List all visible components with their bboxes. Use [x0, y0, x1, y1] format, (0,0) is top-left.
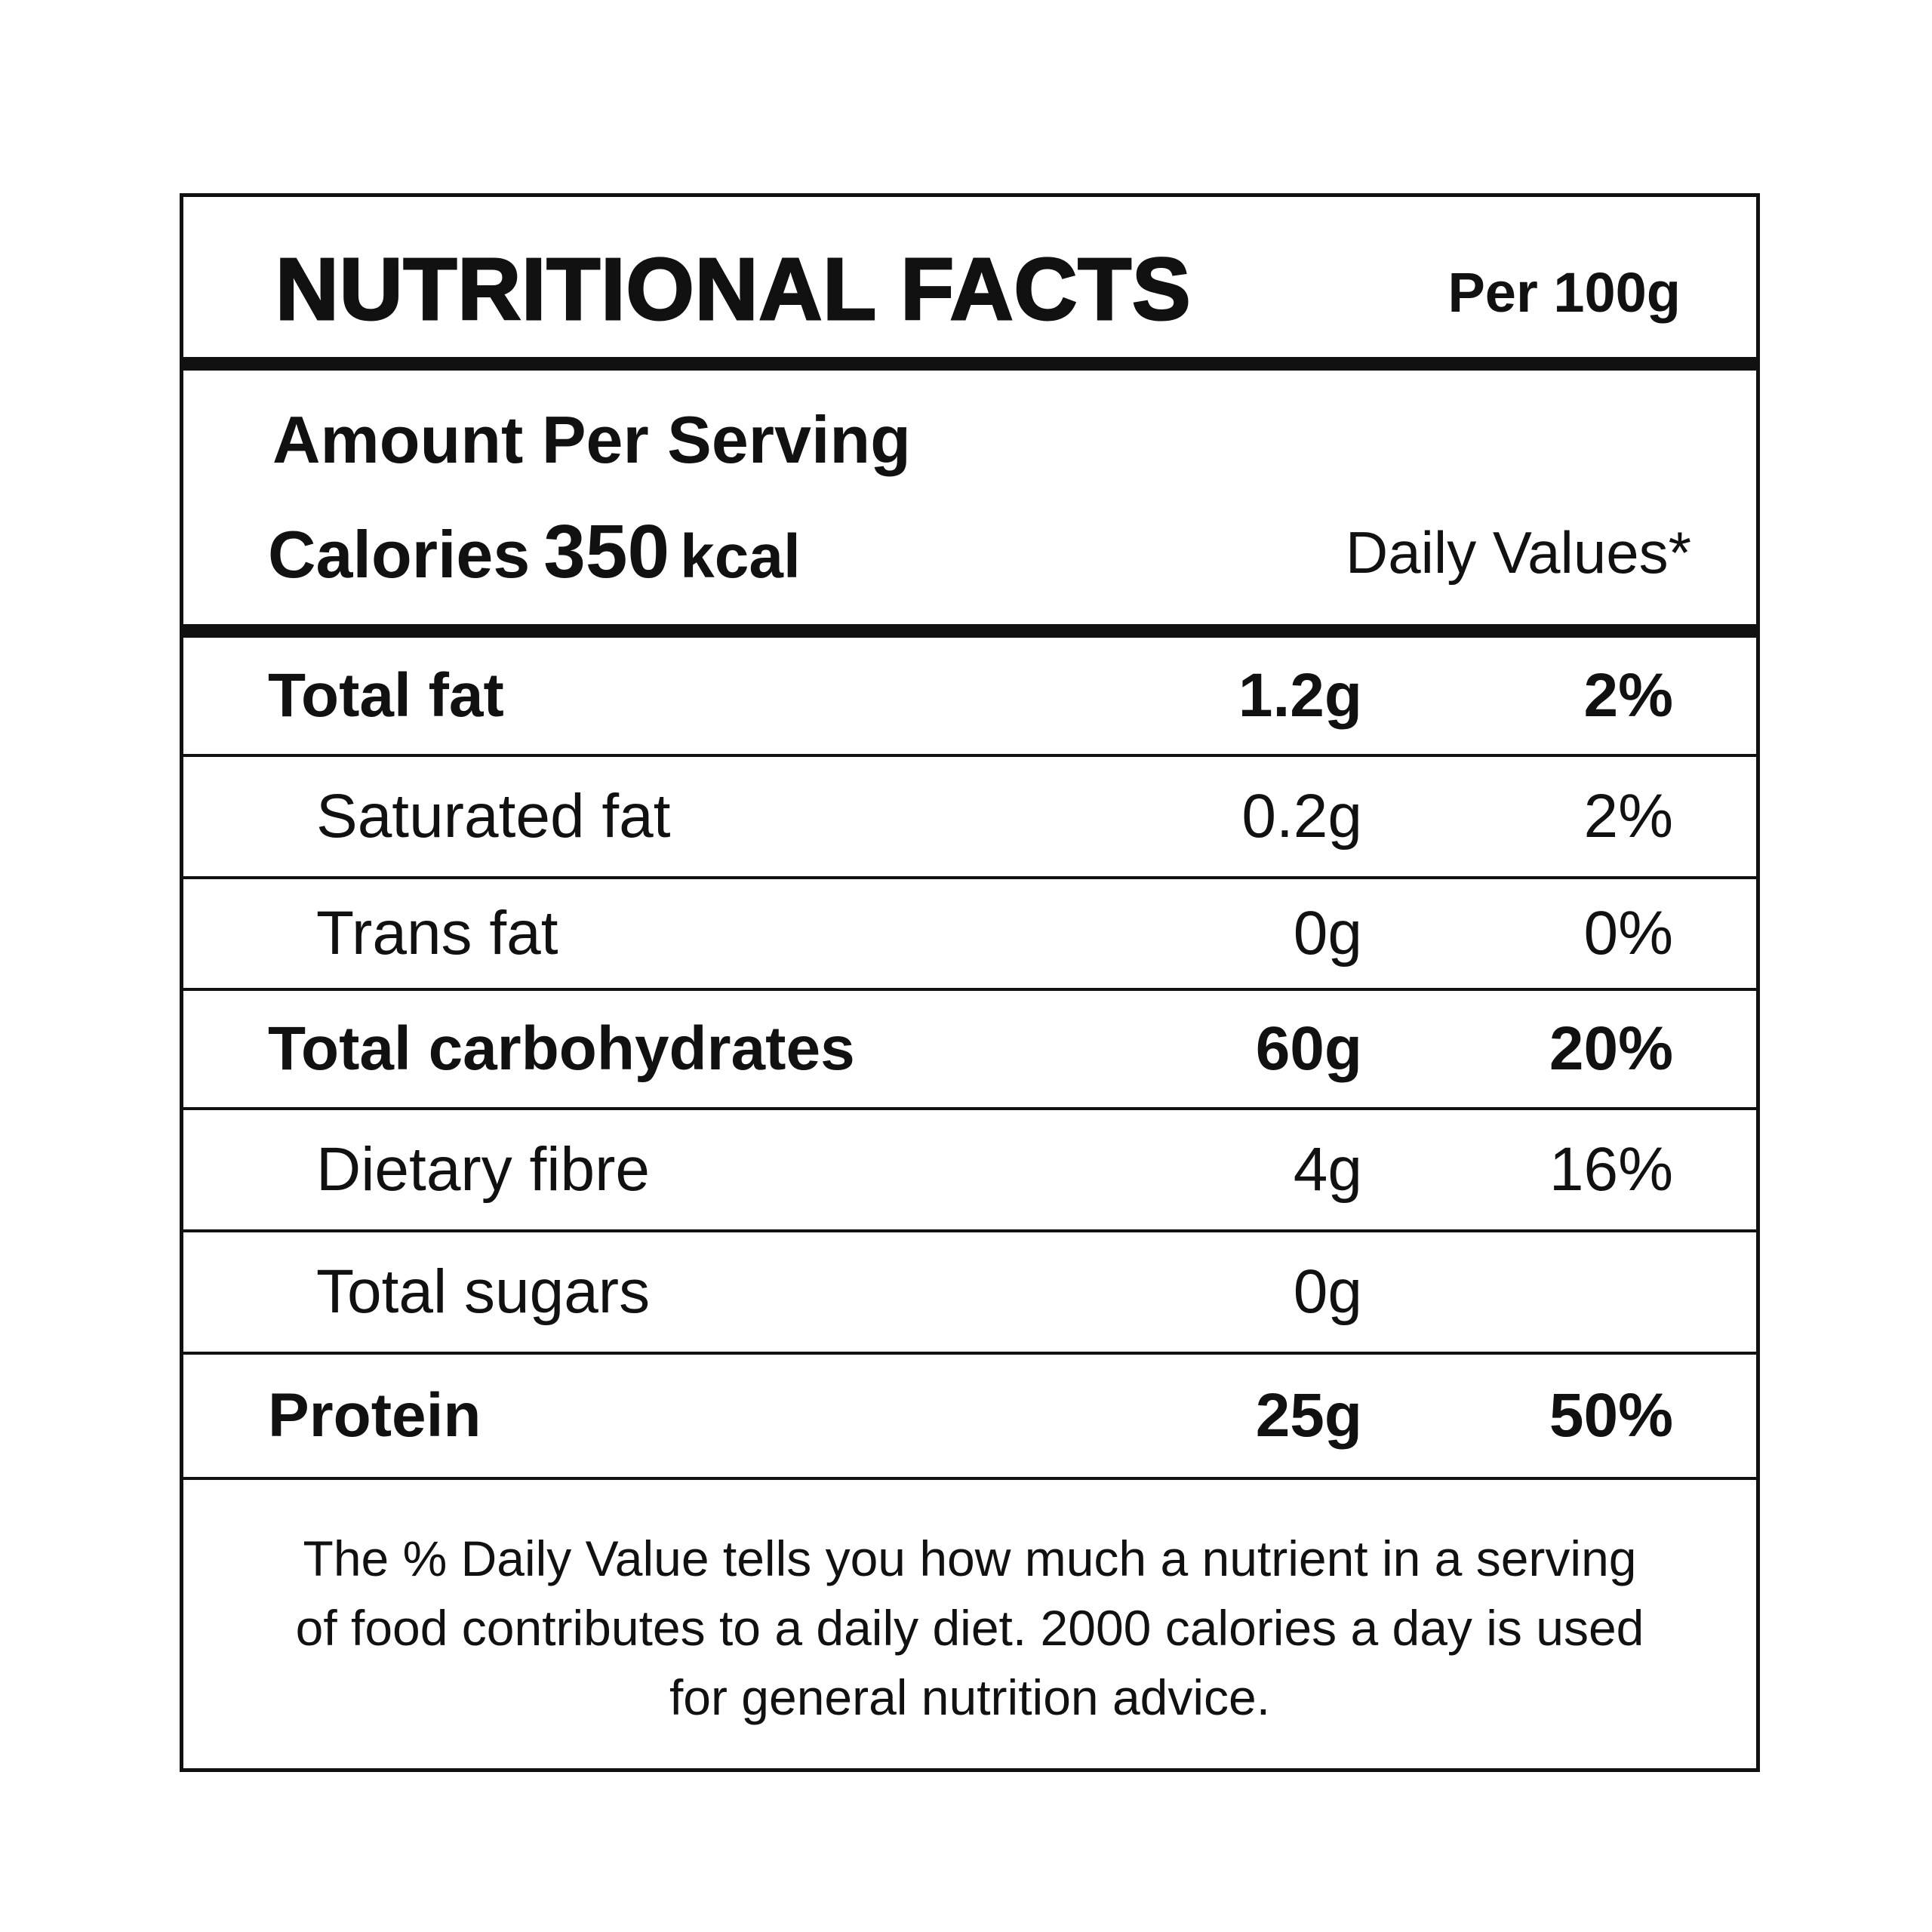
nutrient-row: Saturated fat 0.2g 2% [183, 757, 1756, 879]
nutrient-daily-value: 20% [1549, 1014, 1673, 1083]
nutrient-daily-value: 0% [1583, 899, 1673, 968]
nutrient-row: Trans fat 0g 0% [183, 879, 1756, 991]
label-header: NUTRITIONAL FACTS Per 100g [183, 197, 1756, 360]
nutrient-daily-value: 2% [1583, 782, 1673, 851]
nutrient-row: Total carbohydrates 60g 20% [183, 991, 1756, 1110]
nutrient-row: Total fat 1.2g 2% [183, 638, 1756, 757]
nutrient-table: Total fat 1.2g 2% Saturated fat 0.2g 2% Trans … [183, 638, 1756, 1480]
nutrient-name: Total sugars [316, 1257, 651, 1326]
per-quantity: Per 100g [1447, 261, 1681, 324]
nutrition-label: NUTRITIONAL FACTS Per 100g Amount Per Se… [180, 193, 1760, 1772]
nutrient-row: Total sugars 0g [183, 1232, 1756, 1355]
daily-value-footnote: The % Daily Value tells you how much a n… [214, 1524, 1726, 1732]
footnote-line: for general nutrition advice. [669, 1669, 1271, 1725]
nutrient-name: Total carbohydrates [268, 1014, 855, 1083]
daily-values-heading: Daily Values* [1345, 519, 1691, 586]
nutrient-daily-value: 16% [1549, 1135, 1673, 1204]
nutrient-amount: 25g [1255, 1381, 1362, 1450]
calories-line: Calories 350 kcal [268, 514, 801, 589]
label-title: NUTRITIONAL FACTS [274, 240, 1192, 338]
nutrient-amount: 0g [1293, 1257, 1362, 1326]
nutrient-name: Saturated fat [316, 782, 671, 851]
nutrient-amount: 60g [1255, 1014, 1362, 1083]
calories-divider [183, 624, 1756, 638]
nutrient-row: Protein 25g 50% [183, 1355, 1756, 1480]
calories-label: Calories [268, 517, 531, 592]
serving-heading: Amount Per Serving [272, 402, 911, 477]
nutrient-row: Dietary fibre 4g 16% [183, 1110, 1756, 1232]
nutrient-name: Total fat [268, 661, 504, 730]
nutrient-amount: 0.2g [1241, 782, 1362, 851]
nutrient-amount: 4g [1293, 1135, 1362, 1204]
footnote-line: of food contributes to a daily diet. 200… [295, 1600, 1644, 1656]
calories-unit: kcal [680, 522, 801, 591]
nutrient-amount: 0g [1293, 899, 1362, 968]
nutrient-daily-value: 50% [1549, 1381, 1673, 1450]
nutrient-name: Dietary fibre [316, 1135, 651, 1204]
nutrient-amount: 1.2g [1238, 661, 1362, 730]
nutrient-name: Trans fat [316, 899, 558, 968]
calories-value: 350 [543, 509, 670, 594]
nutrient-name: Protein [268, 1381, 481, 1450]
nutrient-daily-value: 2% [1583, 661, 1673, 730]
header-divider [183, 357, 1756, 371]
footnote-line: The % Daily Value tells you how much a n… [303, 1531, 1637, 1586]
